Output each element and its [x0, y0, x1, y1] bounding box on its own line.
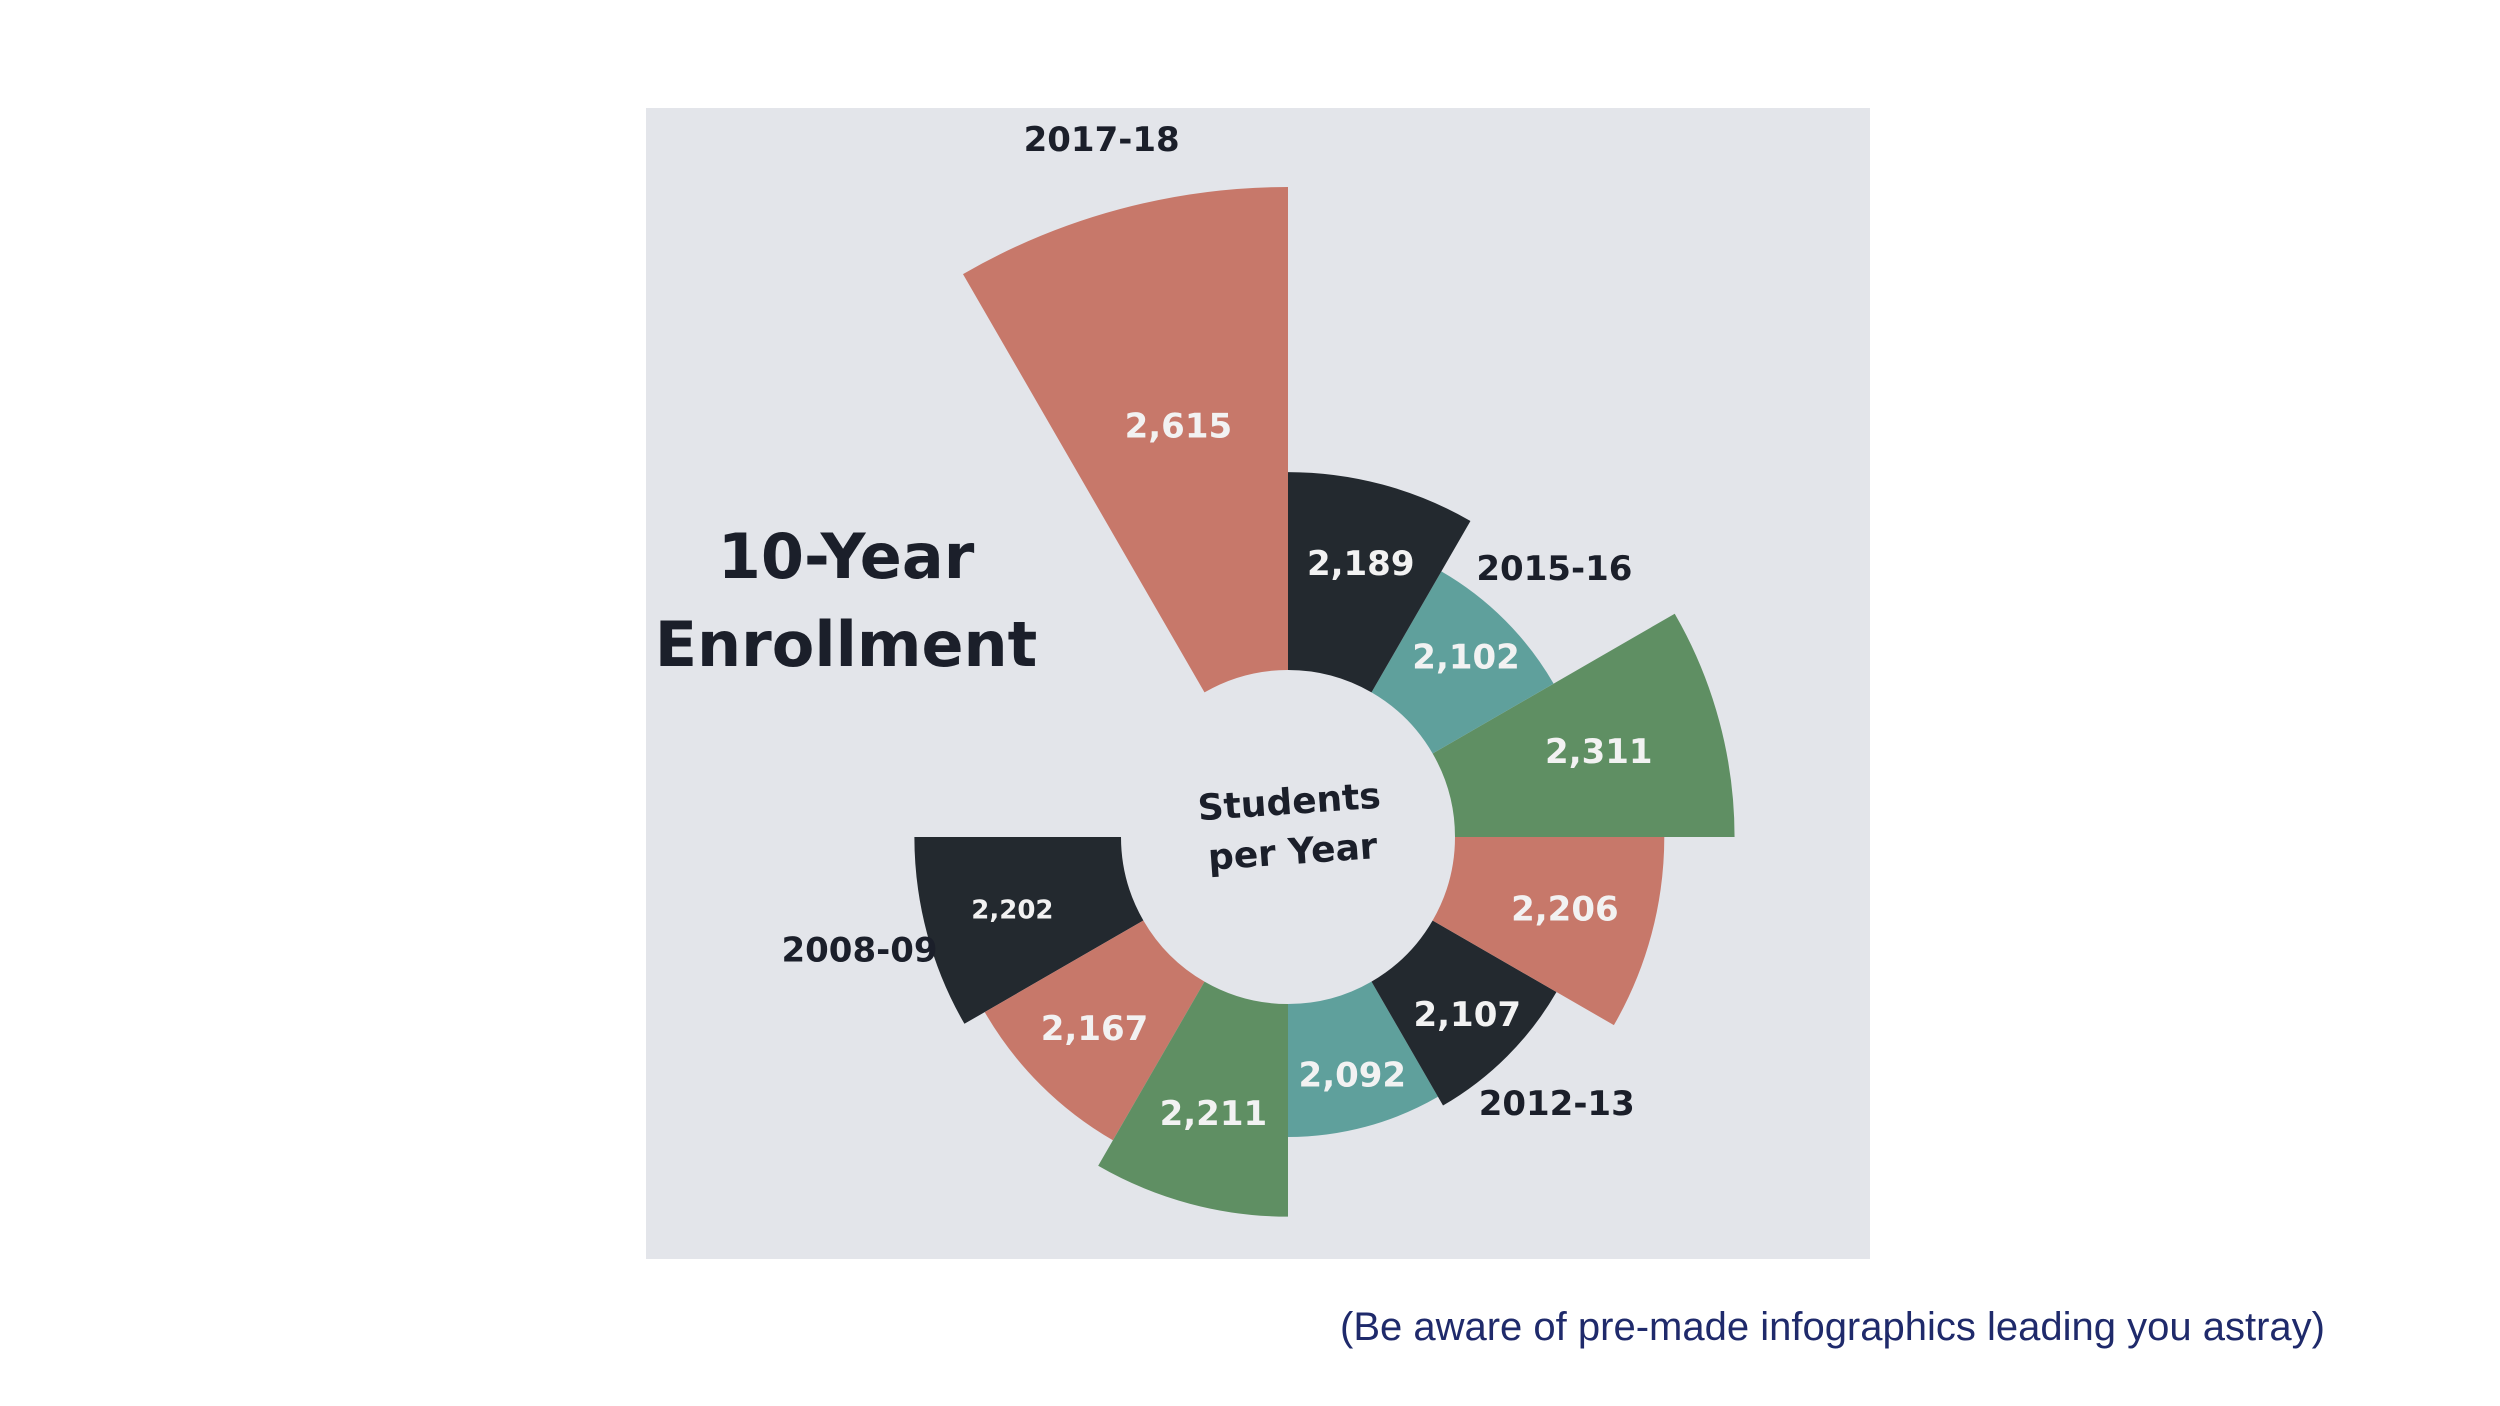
bar	[1432, 613, 1735, 837]
category-label: 2015-16	[1476, 549, 1632, 589]
bar	[1288, 472, 1471, 693]
bar	[1288, 981, 1438, 1137]
bar	[963, 187, 1288, 693]
bar	[914, 837, 1144, 1024]
bar	[984, 920, 1205, 1141]
center-label: Students per Year	[1196, 775, 1383, 879]
value-label: 2,311	[1545, 732, 1653, 772]
value-label: 2,107	[1413, 995, 1521, 1035]
bar	[1371, 571, 1554, 754]
chart-title: 10-Year Enrollment	[654, 520, 1038, 681]
infographic: 2,202 2008-09 2,167 2,211 2,092 2,107 2012-13 2…	[646, 108, 1870, 1259]
bar	[1371, 920, 1557, 1106]
value-label: 2,615	[1125, 406, 1233, 446]
category-label: 2017-18	[1024, 120, 1180, 160]
value-label: 2,189	[1307, 544, 1415, 584]
bar	[1432, 837, 1665, 1026]
value-label: 2,211	[1160, 1094, 1268, 1134]
value-label: 2,092	[1299, 1056, 1407, 1096]
caption: (Be aware of pre-made infographics leadi…	[1340, 1305, 2325, 1349]
value-label: 2,167	[1041, 1009, 1149, 1049]
value-label: 2,202	[971, 895, 1053, 925]
value-label: 2,206	[1511, 890, 1619, 930]
bar	[1098, 981, 1288, 1217]
value-label: 2,102	[1412, 637, 1520, 677]
category-label: 2008-09	[781, 930, 937, 970]
category-label: 2012-13	[1479, 1084, 1635, 1124]
